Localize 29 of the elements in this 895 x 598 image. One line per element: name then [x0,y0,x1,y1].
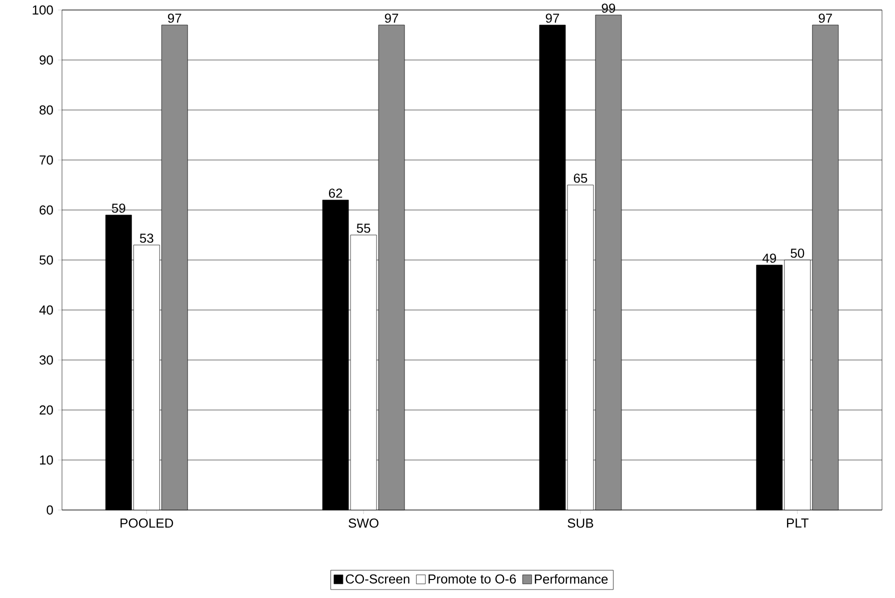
y-tick-label: 60 [40,205,53,215]
y-tick-label: 30 [40,355,53,365]
data-label: 50 [790,248,804,258]
legend-label: CO-Screen [346,574,410,584]
legend-label: Performance [534,574,608,584]
x-tick-label: SWO [348,518,378,528]
data-label: 62 [328,188,342,198]
y-tick-label: 40 [39,305,53,315]
y-tick-label: 100 [32,5,53,15]
y-tick-label: 50 [40,255,53,265]
x-tick-label: PLT [787,518,809,528]
y-tick-label: 0 [46,505,53,515]
data-label: 97 [168,14,182,23]
data-label: 59 [112,204,126,213]
y-tick-label: 90 [40,55,53,65]
x-tick-label: POOLED [120,518,174,528]
legend-label: Promote to O-6 [428,574,516,584]
data-label: 97 [384,14,398,23]
data-label: 97 [818,14,832,23]
y-tick-label: 10 [40,455,53,465]
data-label: 65 [574,174,588,183]
data-label: 49 [762,254,776,263]
data-label: 55 [356,224,370,233]
y-tick-label: 70 [40,155,53,165]
data-label: 97 [546,14,560,23]
y-tick-label: 20 [40,405,53,415]
y-tick-label: 80 [40,105,53,115]
data-label: 53 [140,234,154,243]
x-tick-label: SUB [568,518,594,528]
